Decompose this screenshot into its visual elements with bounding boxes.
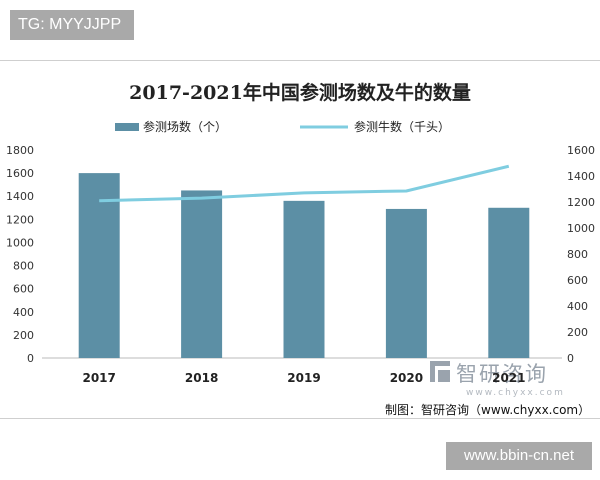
brand-logo-icon [430,361,450,382]
left-tick-label: 1600 [6,167,34,180]
left-tick-label: 400 [13,306,34,319]
watermark-top: TG: MYYJJPP [10,10,134,40]
x-tick-label: 2017 [82,371,115,385]
legend-bar-swatch [115,123,139,131]
right-tick-label: 1600 [567,144,595,157]
line-series [99,164,510,203]
bar [78,173,120,358]
brand-watermark: 智研咨询 www.chyxx.com [430,361,565,398]
left-tick-label: 600 [13,283,34,296]
left-tick-label: 1200 [6,213,34,226]
watermark-bottom: www.bbin-cn.net [446,442,592,470]
left-axis: 0 200 400 600 800 1000 1200 1400 1600 1800 [6,144,34,365]
right-tick-label: 1200 [567,196,595,209]
chart-title: 2017-2021年中国参测场数及牛的数量 [129,81,471,104]
bar-series [78,173,530,358]
legend-line-label: 参测牛数（千头） [354,119,450,134]
brand-name: 智研咨询 [456,362,548,386]
right-tick-label: 600 [567,274,588,287]
left-tick-label: 800 [13,260,34,273]
right-tick-label: 400 [567,300,588,313]
chart-credit: 制图：智研咨询（www.chyxx.com） [385,403,591,417]
right-tick-label: 1400 [567,170,595,183]
left-tick-label: 1000 [6,236,34,249]
bar [283,200,325,358]
bar [488,207,530,358]
bar [181,190,223,358]
bar [385,208,427,358]
right-tick-label: 0 [567,352,574,365]
x-tick-label: 2020 [390,371,423,385]
left-tick-label: 1400 [6,190,34,203]
legend: 参测场数（个） 参测牛数（千头） [115,119,450,134]
left-tick-label: 1800 [6,144,34,157]
right-axis: 0 200 400 600 800 1000 1200 1400 1600 [567,144,595,365]
right-tick-label: 200 [567,326,588,339]
x-tick-label: 2019 [287,371,320,385]
right-tick-label: 1000 [567,222,595,235]
x-tick-label: 2018 [185,371,218,385]
legend-bar-label: 参测场数（个） [143,119,227,134]
brand-url: www.chyxx.com [466,388,565,398]
x-tick-label: 2021 [492,371,525,385]
right-tick-label: 800 [567,248,588,261]
left-tick-label: 200 [13,329,34,342]
x-axis-labels: 2017 2018 2019 2020 2021 [82,371,525,385]
left-tick-label: 0 [27,352,34,365]
